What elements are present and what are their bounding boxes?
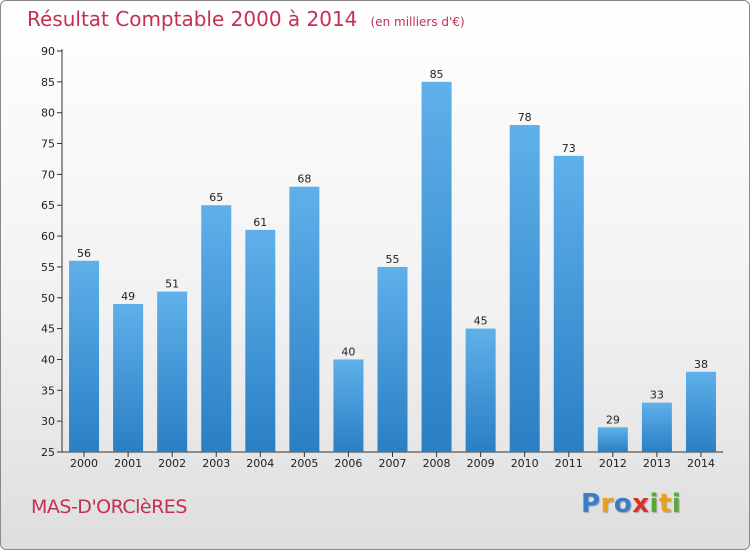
y-tick-label: 35 [41,384,55,397]
axes: 25 30 35 40 45 50 55 60 65 70 75 80 85 90 2000 2001 2002… [41,45,723,470]
x-tick-label: 2005 [290,457,318,470]
x-tick-label: 2000 [70,457,98,470]
bar-2014 [685,371,716,452]
value-label-2011: 73 [562,142,576,155]
value-label-2008: 85 [430,68,444,81]
value-label-2000: 56 [77,247,91,260]
x-tick-label: 2003 [202,457,230,470]
logo-letter: r [600,489,614,519]
bar-2009 [465,328,496,452]
x-tick-label: 2004 [246,457,274,470]
y-tick-label: 40 [41,353,55,366]
logo-letter: t [658,489,672,519]
bar-2013 [641,402,672,452]
x-tick-label: 2006 [334,457,362,470]
x-tick-label: 2001 [114,457,142,470]
x-tick-label: 2009 [467,457,495,470]
bar-2008 [421,81,452,452]
value-labels: 56 49 51 65 61 68 40 55 85 45 78 73 29 33 38 [77,68,708,426]
y-tick-label: 45 [41,323,55,336]
bar-2000 [69,260,100,452]
x-tick-label: 2012 [599,457,627,470]
value-label-2010: 78 [518,111,532,124]
logo-letter: o [613,489,633,519]
x-tick-label: 2008 [423,457,451,470]
value-label-2014: 38 [694,358,708,371]
logo-letter: x [632,489,650,519]
y-tick-label: 60 [41,230,55,243]
x-tick-label: 2014 [687,457,715,470]
bars [69,81,716,453]
y-tick-label: 90 [41,45,55,58]
chart-title: Résultat Comptable 2000 à 2014 (en milli… [27,7,465,31]
value-label-2004: 61 [253,216,267,229]
y-tick-label: 30 [41,415,55,428]
bar-2010 [509,125,540,453]
bar-2006 [333,359,364,452]
y-tick-label: 65 [41,199,55,212]
bar-2001 [113,303,144,452]
y-tick-label: 75 [41,138,55,151]
proxiti-logo[interactable]: Proxiti [581,489,681,519]
value-label-2012: 29 [606,413,620,426]
value-label-2005: 68 [297,173,311,186]
bar-2004 [245,229,276,452]
y-tick-label: 80 [41,107,55,120]
bar-2005 [289,186,320,452]
value-label-2006: 40 [341,345,355,358]
bar-2002 [157,291,188,452]
y-tick-label: 50 [41,292,55,305]
x-tick-label: 2013 [643,457,671,470]
bar-2003 [201,205,232,452]
value-label-2007: 55 [386,253,400,266]
x-tick-label: 2011 [555,457,583,470]
title-unit: (en milliers d'€) [370,15,465,29]
x-tick-label: 2010 [511,457,539,470]
y-tick-label: 25 [41,446,55,459]
logo-letter: i [649,489,659,519]
value-label-2003: 65 [209,191,223,204]
value-label-2009: 45 [474,315,488,328]
y-tick-label: 70 [41,168,55,181]
bar-2011 [553,155,584,452]
value-label-2002: 51 [165,278,179,291]
x-tick-label: 2007 [379,457,407,470]
value-label-2013: 33 [650,389,664,402]
commune-name: MAS-D'ORClèRES [31,496,187,518]
value-label-2001: 49 [121,290,135,303]
logo-letter: i [671,489,682,519]
y-tick-label: 85 [41,76,55,89]
bar-2012 [597,427,628,452]
bar-2007 [377,266,408,452]
logo-letter: P [581,489,601,519]
y-tick-label: 55 [41,261,55,274]
x-tick-label: 2002 [158,457,186,470]
title-main: Résultat Comptable 2000 à 2014 [27,7,358,31]
